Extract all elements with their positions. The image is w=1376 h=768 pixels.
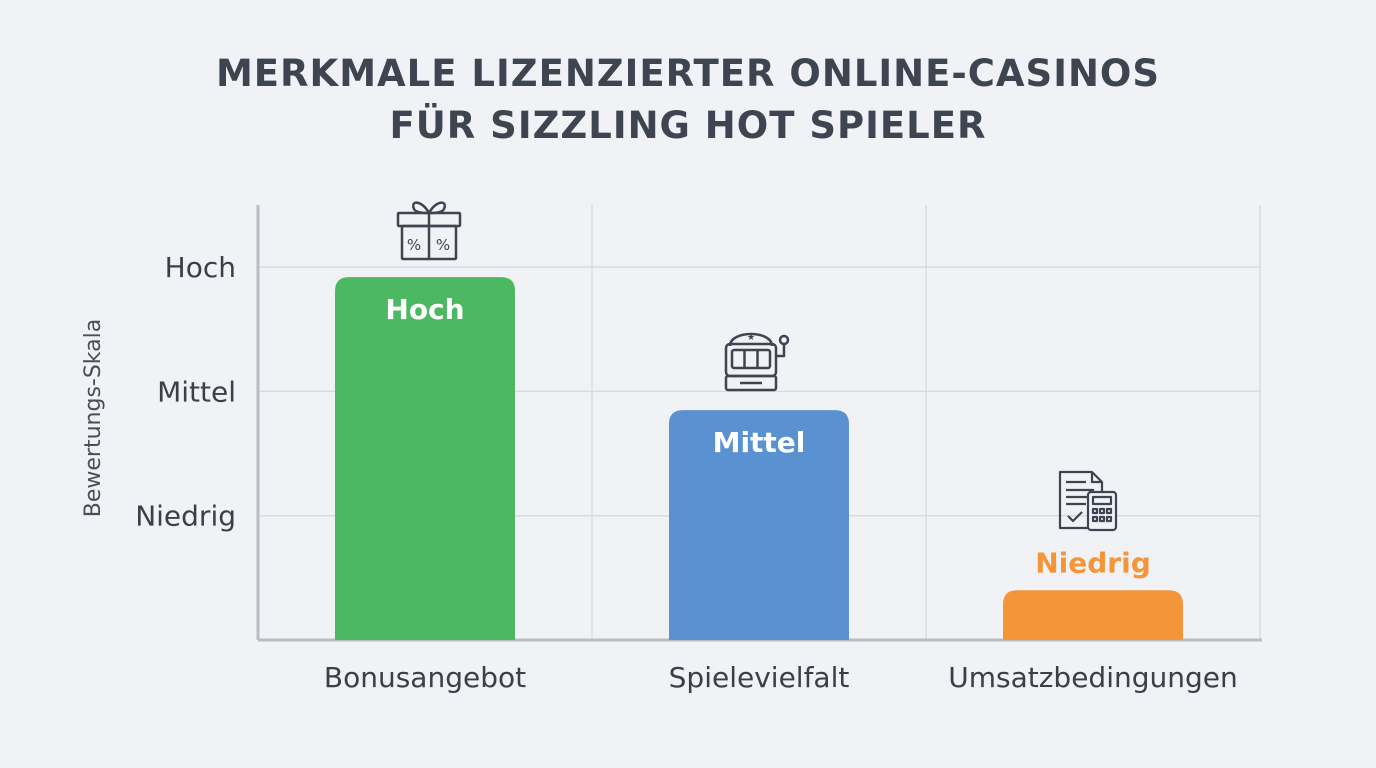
data-label: Niedrig [1035, 546, 1151, 579]
svg-text:%: % [407, 236, 421, 254]
chart-title-line-1: MERKMALE LIZENZIERTER ONLINE-CASINOS [215, 52, 1161, 95]
x-tick-labels: Bonusangebot Spielevielfalt Umsatzbedingun… [324, 661, 1238, 694]
y-tick-label: Niedrig [135, 500, 236, 533]
data-labels: Hoch Mittel Niedrig [385, 293, 1150, 579]
svg-text:★: ★ [747, 333, 755, 343]
x-tick-label: Bonusangebot [324, 661, 526, 694]
y-axis-label: Bewertungs-Skala [81, 319, 106, 517]
chart-title: MERKMALE LIZENZIERTER ONLINE-CASINOS FÜR… [0, 48, 1376, 152]
data-label: Mittel [713, 426, 806, 459]
bars [335, 277, 1183, 640]
data-label: Hoch [385, 293, 464, 326]
bar-spielevielfalt [669, 410, 849, 640]
slot-machine-icon: ★ [724, 332, 790, 392]
gift-box-icon: % % [396, 201, 462, 261]
bar-umsatzbedingungen [1003, 590, 1183, 640]
svg-text:%: % [436, 236, 450, 254]
x-tick-label: Spielevielfalt [669, 661, 850, 694]
bar-bonusangebot [335, 277, 515, 640]
bar-icons: % % ★ [396, 201, 1118, 532]
chart-title-line-2: FÜR SIZZLING HOT SPIELER [389, 104, 987, 147]
y-tick-label: Hoch [165, 251, 236, 284]
contract-calculator-icon [1058, 470, 1118, 532]
x-tick-label: Umsatzbedingungen [948, 661, 1238, 694]
y-tick-labels: Niedrig Mittel Hoch [135, 251, 236, 533]
y-tick-label: Mittel [157, 375, 236, 408]
